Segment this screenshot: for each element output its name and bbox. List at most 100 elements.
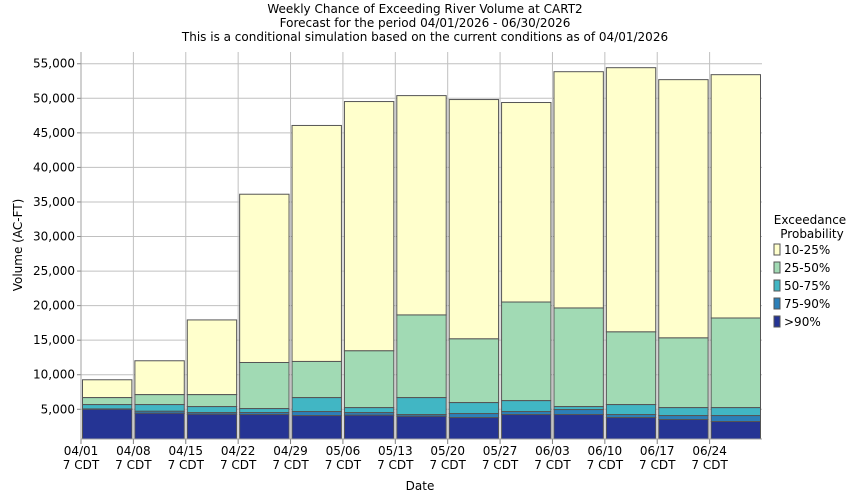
- bar-segment-90: [82, 408, 133, 440]
- y-tick-label: 55,000: [33, 57, 75, 71]
- bar-segment-2550: [396, 314, 447, 399]
- chart-title-line-1: Weekly Chance of Exceeding River Volume …: [267, 2, 582, 16]
- x-tick-sublabel: 7 CDT: [482, 458, 519, 472]
- bar-segment-7590: [291, 411, 342, 417]
- legend-title-2: Probability: [780, 227, 843, 241]
- bar-segment-2550: [501, 301, 552, 402]
- bar-segment-90: [501, 414, 552, 440]
- bar-segment-1025: [134, 360, 185, 396]
- x-tick-sublabel: 7 CDT: [691, 458, 728, 472]
- x-tick-sublabel: 7 CDT: [220, 458, 257, 472]
- bar-segment-2550: [134, 394, 185, 406]
- legend-swatch: [773, 243, 781, 256]
- bar-segment-90: [134, 412, 185, 440]
- x-tick-sublabel: 7 CDT: [168, 458, 205, 472]
- x-tick-label: 06/24: [692, 444, 727, 458]
- bar-segment-1025: [239, 193, 290, 363]
- bar-segment-1025: [343, 101, 395, 352]
- y-tick-label: 45,000: [33, 126, 75, 140]
- bar-segment-2550: [291, 360, 342, 399]
- bar-segment-90: [658, 419, 709, 440]
- x-tick-label: 06/17: [640, 444, 675, 458]
- bar-segment-2550: [658, 337, 709, 409]
- bar-segment-5075: [186, 406, 238, 414]
- x-tick-label: 05/27: [483, 444, 518, 458]
- bar-segment-90: [291, 415, 342, 440]
- bar-segment-1025: [501, 102, 552, 303]
- x-axis-label: Date: [406, 479, 435, 493]
- bar-segment-7590: [658, 415, 709, 421]
- bar-segment-90: [186, 413, 238, 440]
- bar-segment-5075: [396, 397, 447, 416]
- legend-swatch: [773, 315, 781, 328]
- legend-swatch: [773, 261, 781, 274]
- legend-label: 75-90%: [784, 297, 830, 311]
- x-tick-label: 04/15: [168, 444, 203, 458]
- bar-segment-7590: [448, 413, 500, 419]
- bar-segment-1025: [553, 71, 604, 309]
- bar-segment-90: [710, 421, 761, 440]
- bar-segment-1025: [658, 79, 709, 339]
- bar-segment-1025: [186, 319, 238, 396]
- x-tick-label: 06/10: [588, 444, 623, 458]
- bar-segment-90: [239, 414, 290, 440]
- bar-segment-90: [605, 417, 657, 440]
- x-tick-sublabel: 7 CDT: [534, 458, 571, 472]
- bar-segment-90: [343, 414, 395, 440]
- bar-segment-1025: [82, 379, 133, 399]
- bar-segment-5075: [658, 407, 709, 417]
- x-tick-label: 05/06: [326, 444, 361, 458]
- bar-segment-5075: [448, 402, 500, 415]
- x-tick-label: 04/08: [116, 444, 151, 458]
- bar-segment-5075: [710, 407, 761, 417]
- bar-segment-90: [448, 417, 500, 440]
- y-axis-label: Volume (AC-FT): [11, 199, 25, 292]
- y-tick-label: 10,000: [33, 368, 75, 382]
- x-tick-sublabel: 7 CDT: [63, 458, 100, 472]
- bar-segment-2550: [239, 361, 290, 410]
- x-tick-label: 05/13: [378, 444, 413, 458]
- x-tick-label: 04/01: [64, 444, 99, 458]
- legend-title-1: Exceedance: [774, 213, 846, 227]
- bar-segment-2550: [710, 317, 761, 409]
- bar-segment-5075: [291, 397, 342, 413]
- y-tick-label: 25,000: [33, 264, 75, 278]
- y-tick-label: 50,000: [33, 91, 75, 105]
- y-tick-label: 5,000: [41, 402, 75, 416]
- x-tick-label: 05/20: [430, 444, 465, 458]
- bar-segment-2550: [605, 331, 657, 406]
- y-tick-label: 15,000: [33, 333, 75, 347]
- x-tick-sublabel: 7 CDT: [272, 458, 309, 472]
- bar-segment-1025: [291, 124, 342, 362]
- chart-title-line-3: This is a conditional simulation based o…: [181, 30, 668, 44]
- axes: 5,000 10,000 15,000 20,000 25,000 30,000 35,00…: [33, 52, 762, 472]
- bar-segment-2550: [448, 338, 500, 404]
- bar-segment-7590: [553, 409, 604, 416]
- chart-title-line-2: Forecast for the period 04/01/2026 - 06/…: [280, 16, 571, 30]
- bar-segment-5075: [501, 400, 552, 413]
- bar-segment-1025: [605, 67, 657, 333]
- bar-segment-5075: [239, 408, 290, 414]
- y-tick-label: 30,000: [33, 230, 75, 244]
- bar-segment-5075: [343, 407, 395, 414]
- bars: [82, 67, 761, 440]
- bar-segment-5075: [605, 404, 657, 416]
- bar-segment-2550: [82, 397, 133, 406]
- x-tick-sublabel: 7 CDT: [377, 458, 414, 472]
- bar-segment-5075: [82, 404, 133, 410]
- y-tick-label: 35,000: [33, 195, 75, 209]
- x-tick-label: 04/29: [273, 444, 308, 458]
- bar-segment-2550: [343, 350, 395, 409]
- bar-segment-1025: [710, 74, 761, 319]
- x-tick-sublabel: 7 CDT: [115, 458, 152, 472]
- bar-segment-5075: [134, 404, 185, 412]
- x-tick-sublabel: 7 CDT: [325, 458, 362, 472]
- legend: Exceedance Probability 10-25% 25-50% 50-75…: [773, 213, 846, 329]
- legend-label: 25-50%: [784, 261, 830, 275]
- bar-segment-90: [553, 414, 604, 440]
- bar-segment-90: [396, 415, 447, 440]
- legend-label: 50-75%: [784, 279, 830, 293]
- legend-swatch: [773, 279, 781, 292]
- y-tick-label: 20,000: [33, 299, 75, 313]
